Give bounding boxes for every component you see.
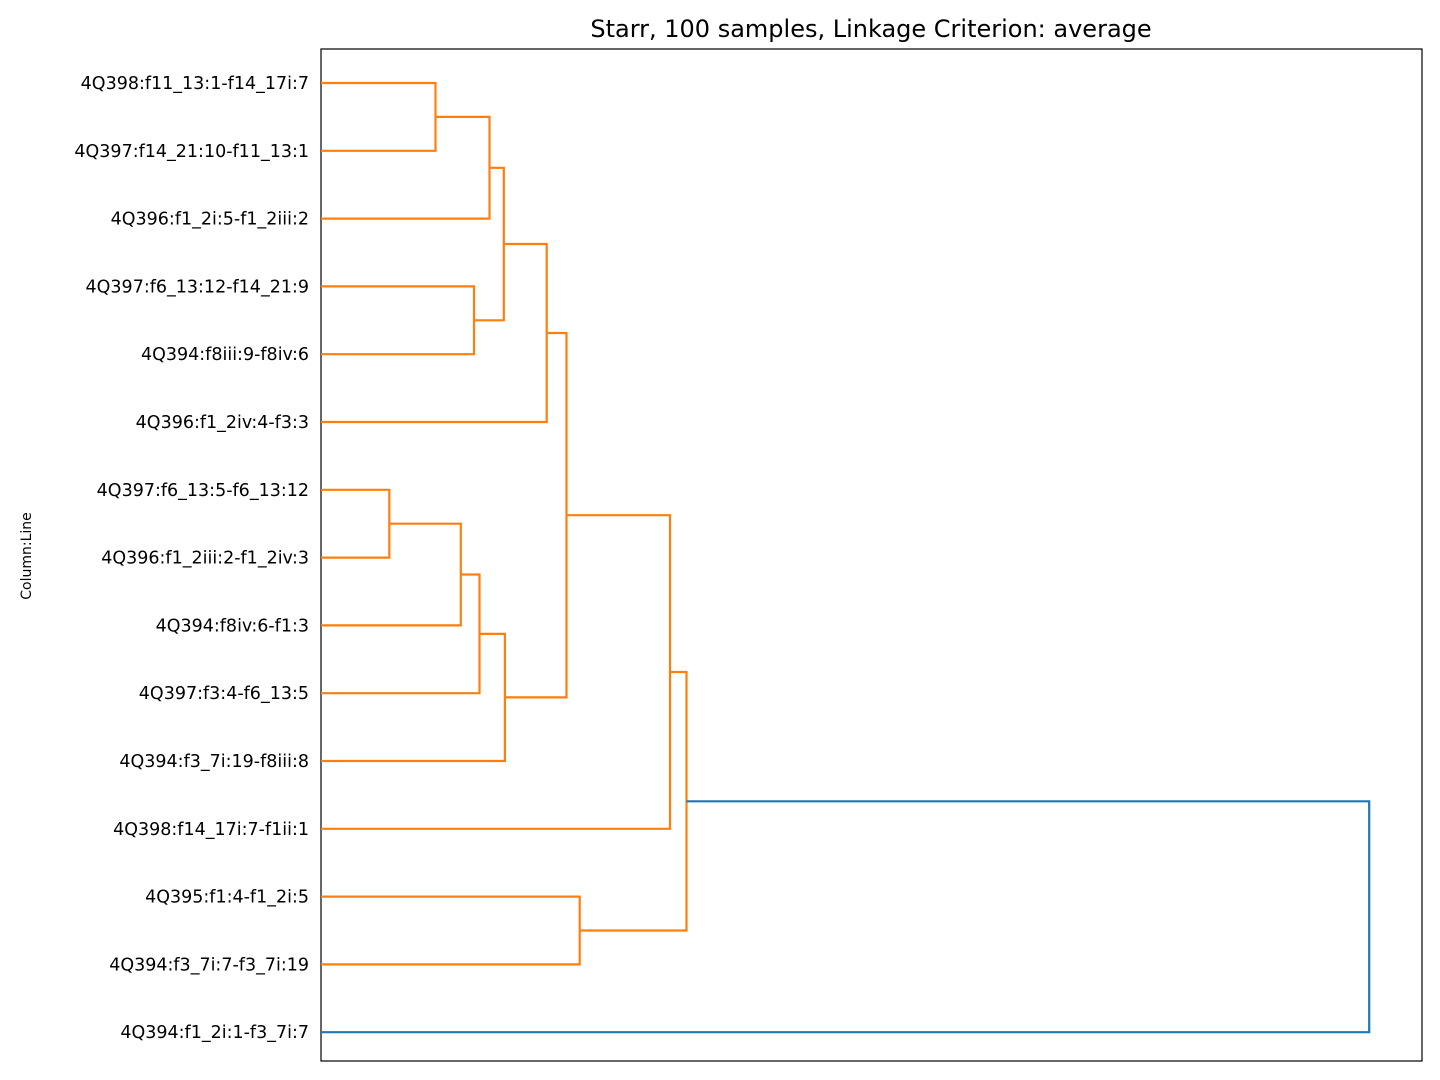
leaf-label: 4Q397:f14_21:10-f11_13:1 xyxy=(74,142,309,162)
dendrogram-link xyxy=(321,800,1371,1034)
y-axis-label: Column:Line xyxy=(19,512,35,600)
dendrogram-link xyxy=(321,514,672,830)
dendrogram-link xyxy=(321,895,581,966)
leaf-labels: 4Q398:f11_13:1-f14_17i:7 4Q397:f14_21:10-… xyxy=(74,74,309,1043)
leaf-label: 4Q395:f1:4-f1_2i:5 xyxy=(145,888,309,908)
leaf-label: 4Q394:f3_7i:7-f3_7i:19 xyxy=(109,955,309,975)
leaf-label: 4Q396:f1_2iii:2-f1_2iv:3 xyxy=(101,549,309,569)
dendrogram-link xyxy=(321,573,481,695)
leaf-label: 4Q394:f3_7i:19-f8iii:8 xyxy=(119,752,309,772)
plot-frame xyxy=(320,48,1423,1062)
dendrogram-link xyxy=(504,331,568,699)
leaf-label: 4Q396:f1_2iv:4-f3:3 xyxy=(136,413,309,433)
leaf-label: 4Q394:f8iv:6-f1:3 xyxy=(156,616,309,636)
leaf-label: 4Q394:f8iii:9-f8iv:6 xyxy=(141,345,309,365)
leaf-label: 4Q396:f1_2i:5-f1_2iii:2 xyxy=(111,210,309,230)
chart-title: Starr, 100 samples, Linkage Criterion: a… xyxy=(590,15,1151,43)
leaf-label: 4Q398:f14_17i:7-f1ii:1 xyxy=(113,820,309,840)
dendrogram-link xyxy=(321,632,506,763)
dendrogram-link xyxy=(321,242,548,424)
dendrogram-link xyxy=(321,522,462,627)
leaf-label: 4Q398:f11_13:1-f14_17i:7 xyxy=(81,74,309,94)
dendrogram-link xyxy=(321,115,491,220)
leaf-label: 4Q397:f3:4-f6_13:5 xyxy=(139,684,309,704)
dendrogram-links xyxy=(321,81,1371,1034)
dendrogram-link xyxy=(321,285,476,356)
dendrogram-link xyxy=(321,488,391,559)
leaf-label: 4Q394:f1_2i:1-f3_7i:7 xyxy=(120,1023,309,1043)
leaf-label: 4Q397:f6_13:12-f14_21:9 xyxy=(86,277,309,297)
leaf-label: 4Q397:f6_13:5-f6_13:12 xyxy=(97,481,309,501)
dendrogram-link xyxy=(321,81,437,152)
